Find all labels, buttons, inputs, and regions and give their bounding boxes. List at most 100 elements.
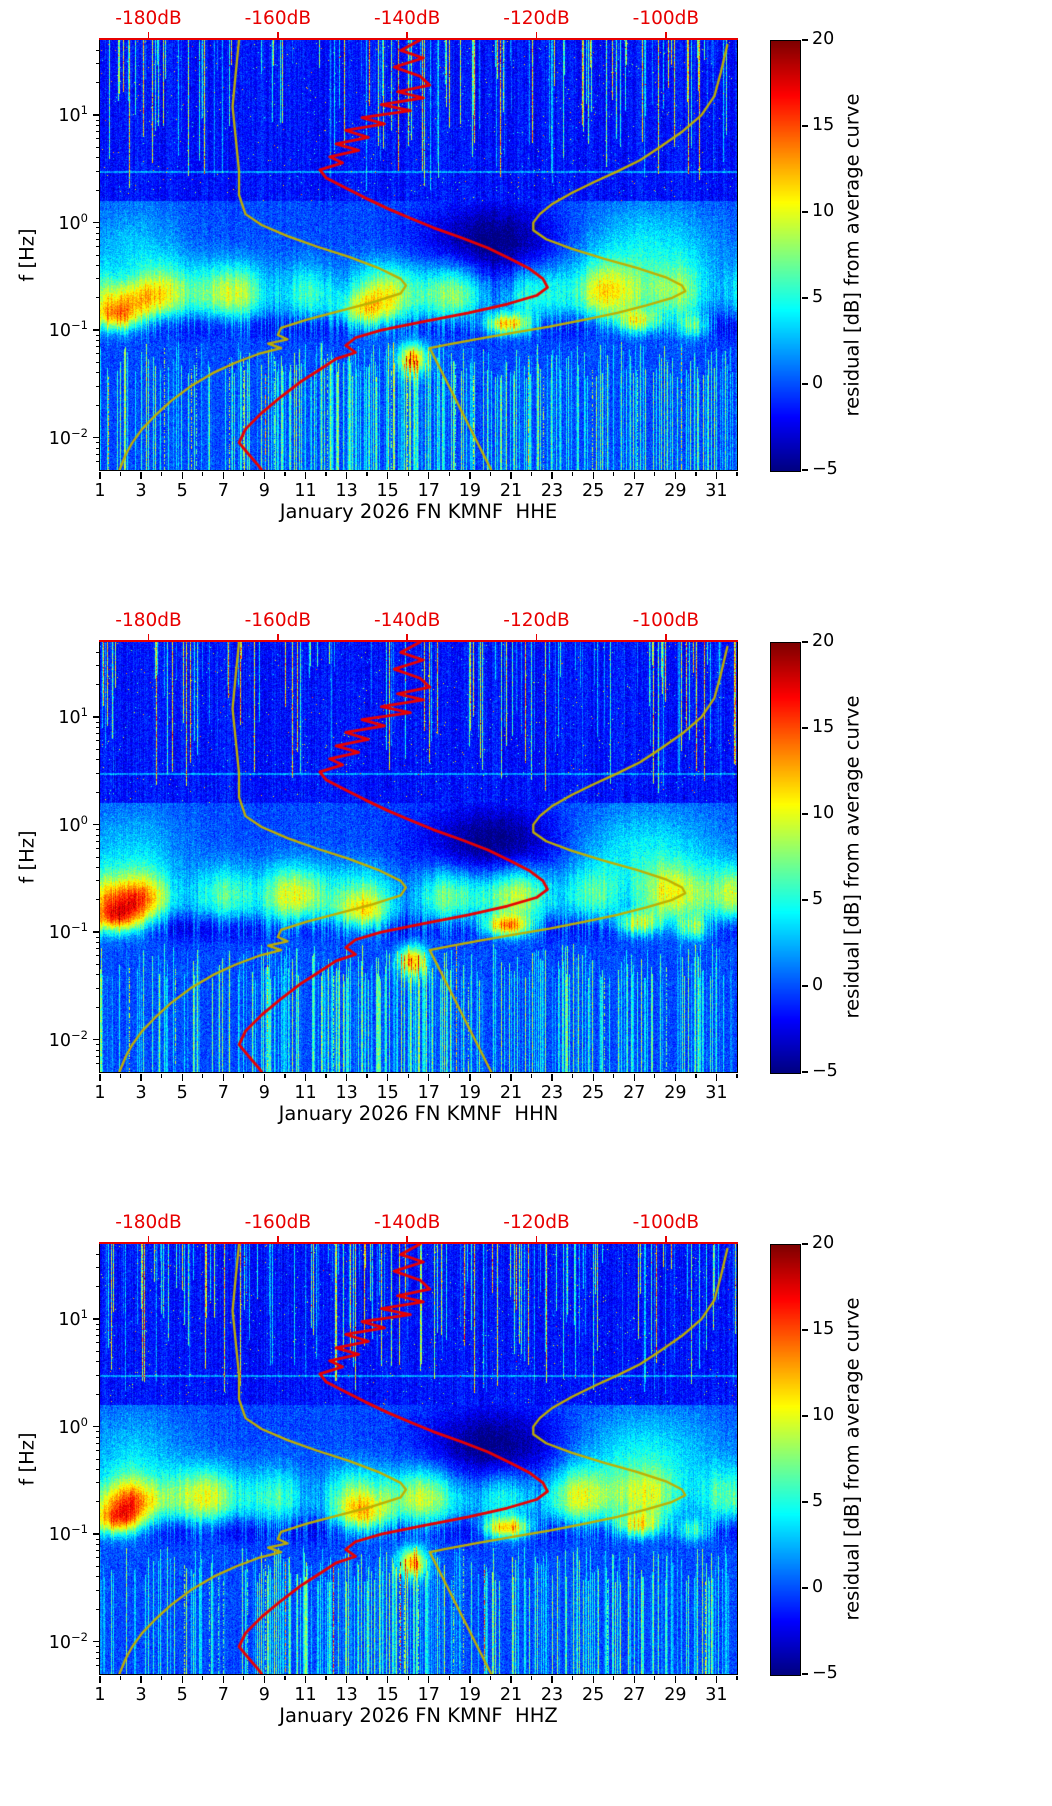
y-tick-label: 10−1 xyxy=(48,1522,88,1545)
colorbar-tick-label: 20 xyxy=(812,29,835,49)
colorbar-tick xyxy=(801,1415,808,1417)
x-tick xyxy=(428,471,430,479)
x-tick-label: 3 xyxy=(135,1685,147,1705)
colorbar-tick-label: 10 xyxy=(812,803,835,823)
y-minor-tick xyxy=(95,974,100,976)
top-axis-tick xyxy=(535,31,538,39)
x-tick xyxy=(592,1675,594,1683)
x-tick xyxy=(119,1675,122,1680)
x-tick xyxy=(551,471,553,479)
x-tick-label: 13 xyxy=(335,1083,358,1103)
plot-spine-left xyxy=(98,642,100,1073)
x-tick xyxy=(284,1675,286,1680)
colorbar-tick-label: −5 xyxy=(812,1663,838,1683)
y-minor-tick xyxy=(95,1335,100,1337)
y-minor-tick xyxy=(95,125,100,127)
colorbar-tick xyxy=(801,1673,808,1675)
y-minor-tick xyxy=(95,1253,100,1255)
plot-spine-bottom xyxy=(98,1072,739,1074)
x-tick xyxy=(489,1675,492,1680)
x-tick xyxy=(366,1073,368,1078)
colorbar-tick xyxy=(801,39,808,41)
x-tick xyxy=(715,1675,718,1683)
y-minor-tick xyxy=(95,1589,100,1591)
x-tick xyxy=(345,471,348,479)
y-tick xyxy=(92,823,100,826)
y-minor-tick xyxy=(95,665,100,667)
y-minor-tick xyxy=(95,340,100,342)
y-minor-tick xyxy=(95,238,100,240)
y-minor-tick xyxy=(95,1657,100,1659)
x-tick xyxy=(366,471,368,476)
x-tick xyxy=(510,1675,512,1683)
x-tick xyxy=(304,471,307,479)
x-tick xyxy=(345,1073,348,1081)
y-tick-label: 100 xyxy=(58,812,88,836)
x-tick-label: 31 xyxy=(705,481,728,501)
y-minor-tick xyxy=(95,727,100,729)
x-tick-label: 31 xyxy=(705,1685,728,1705)
top-axis-tick xyxy=(406,1235,408,1243)
x-tick-label: 19 xyxy=(458,481,481,501)
x-tick xyxy=(202,1073,204,1078)
y-minor-tick xyxy=(95,1557,100,1559)
y-tick-label: 10−2 xyxy=(48,1629,88,1653)
x-tick xyxy=(448,471,450,476)
colorbar-tick xyxy=(801,641,808,643)
x-tick xyxy=(202,471,204,476)
x-axis-title: January 2026 FN KMNF HHE xyxy=(279,500,558,523)
colorbar-tick xyxy=(801,985,808,987)
x-tick xyxy=(140,1675,142,1683)
psd-curves-overlay xyxy=(100,1244,737,1674)
top-axis-spine xyxy=(98,38,739,41)
top-axis-tick-label: -120dB xyxy=(503,610,570,631)
y-minor-tick xyxy=(95,189,100,191)
y-minor-tick xyxy=(95,346,100,348)
top-axis-tick xyxy=(535,1235,538,1243)
x-tick xyxy=(571,1073,574,1078)
top-axis-tick xyxy=(147,1235,150,1243)
y-minor-tick xyxy=(95,278,100,280)
x-tick-label: 17 xyxy=(417,1083,440,1103)
y-tick-label: 101 xyxy=(58,103,88,126)
y-minor-tick xyxy=(95,1361,100,1363)
y-tick-label: 10−2 xyxy=(48,1027,88,1051)
y-minor-tick xyxy=(95,651,100,653)
y-minor-tick xyxy=(95,847,100,849)
y-minor-tick xyxy=(95,1449,100,1451)
spectrogram-panel-hhe: f [Hz] January 2026 FN KMNF HHE residual… xyxy=(0,0,1052,602)
x-tick-label: 11 xyxy=(294,1083,317,1103)
x-tick xyxy=(325,1073,327,1078)
y-tick-label: 100 xyxy=(58,1414,88,1438)
x-tick-label: 13 xyxy=(335,481,358,501)
plot-spine-bottom xyxy=(98,1674,739,1676)
plot-spine-left xyxy=(98,40,100,471)
colorbar-tick xyxy=(801,1329,808,1331)
x-tick xyxy=(160,1073,163,1078)
y-minor-tick xyxy=(95,1646,100,1648)
plot-spine-right xyxy=(737,1244,739,1675)
x-tick xyxy=(674,1073,676,1081)
colorbar-tick-label: 20 xyxy=(812,1233,835,1253)
colorbar-tick xyxy=(801,1587,808,1589)
plot-area xyxy=(100,642,737,1072)
x-tick xyxy=(695,1073,697,1078)
x-tick xyxy=(613,1073,615,1078)
x-tick xyxy=(284,1073,286,1078)
x-tick xyxy=(140,1073,142,1081)
y-minor-tick xyxy=(95,147,100,148)
y-minor-tick xyxy=(95,1062,100,1064)
plot-area xyxy=(100,40,737,470)
x-tick-label: 27 xyxy=(623,1685,646,1705)
colorbar-tick-label: 5 xyxy=(812,889,824,909)
y-minor-tick xyxy=(95,1006,100,1008)
y-minor-tick xyxy=(95,170,100,172)
x-tick xyxy=(571,471,574,476)
top-axis-tick xyxy=(277,1235,279,1243)
x-tick xyxy=(387,1073,389,1081)
x-tick xyxy=(613,471,615,476)
y-tick xyxy=(92,114,100,116)
y-minor-tick xyxy=(95,1442,100,1444)
y-minor-tick xyxy=(95,1458,100,1460)
y-minor-tick xyxy=(95,1044,100,1046)
